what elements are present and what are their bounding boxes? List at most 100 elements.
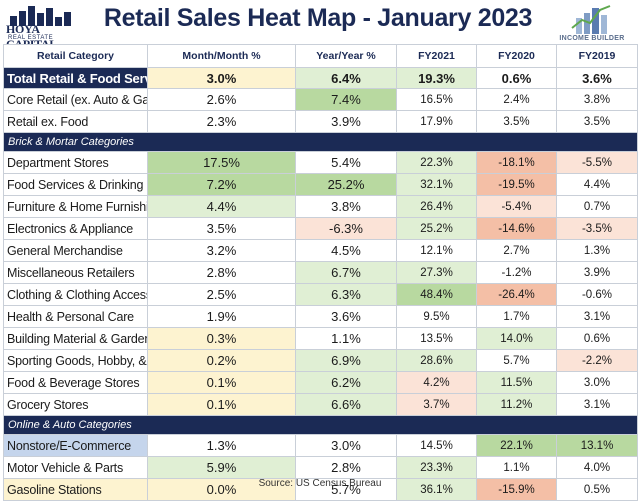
category-cell: Gasoline Stations	[3, 478, 148, 501]
fy2020-cell: 1.1%	[476, 456, 557, 479]
yoy-cell: 25.2%	[295, 173, 397, 196]
heat-map-table: Retail Category Month/Month % Year/Year …	[3, 44, 638, 501]
section-row: Online & Auto Categories	[3, 415, 638, 435]
fy2020-cell: -1.2%	[476, 261, 557, 284]
fy2019-cell: 1.3%	[556, 239, 638, 262]
mom-cell: 0.0%	[147, 478, 296, 501]
fy2019-cell: 13.1%	[556, 434, 638, 457]
category-cell: Nonstore/E-Commerce	[3, 434, 148, 457]
table-row: General Merchandise 3.2% 4.5% 12.1% 2.7% 1.3%	[3, 239, 638, 262]
fy2020-cell: 2.7%	[476, 239, 557, 262]
mom-cell: 7.2%	[147, 173, 296, 196]
category-cell: Department Stores	[3, 151, 148, 174]
yoy-cell: 6.3%	[295, 283, 397, 306]
column-header: Retail Category	[3, 44, 148, 68]
fy2019-cell: 3.8%	[556, 88, 638, 111]
table-row: Sporting Goods, Hobby, & Book0.2%6.9%28.…	[3, 349, 638, 372]
table-row: Health & Personal Care 1.9% 3.6% 9.5% 1.7% 3.…	[3, 305, 638, 328]
total-row: Total Retail & Food Services3.0%6.4%19.3…	[3, 67, 638, 89]
category-cell: Core Retail (ex. Auto & Gas)	[3, 88, 148, 111]
mom-cell: 5.9%	[147, 456, 296, 479]
hoya-capital-logo: HOYA CAPITAL REAL ESTATE	[6, 4, 82, 51]
mom-cell: 3.0%	[147, 67, 296, 89]
table-row: Clothing & Clothing Accessories2.5%6.3%4…	[3, 283, 638, 306]
fy2020-cell: 2.4%	[476, 88, 557, 111]
mom-cell: 17.5%	[147, 151, 296, 174]
fy2021-cell: 3.7%	[396, 393, 477, 416]
table-row: Motor Vehicle & Parts 5.9% 2.8% 23.3% 1.1% 4.…	[3, 456, 638, 479]
column-header: FY2021	[396, 44, 477, 68]
yoy-cell: -6.3%	[295, 217, 397, 240]
yoy-cell: 5.4%	[295, 151, 397, 174]
column-header: FY2020	[476, 44, 557, 68]
table-row: Miscellaneous Retailers 2.8% 6.7% 27.3% -1.2…	[3, 261, 638, 284]
mom-cell: 4.4%	[147, 195, 296, 218]
fy2019-cell: 3.1%	[556, 393, 638, 416]
category-cell: Building Material & Garden	[3, 327, 148, 350]
fy2021-cell: 32.1%	[396, 173, 477, 196]
fy2019-cell: 3.5%	[556, 110, 638, 133]
fy2021-cell: 9.5%	[396, 305, 477, 328]
fy2020-cell: 0.6%	[476, 67, 557, 89]
yoy-cell: 7.4%	[295, 88, 397, 111]
yoy-cell: 3.0%	[295, 434, 397, 457]
fy2021-cell: 4.2%	[396, 371, 477, 394]
table-body: Total Retail & Food Services3.0%6.4%19.3…	[3, 67, 638, 501]
category-cell: Motor Vehicle & Parts	[3, 456, 148, 479]
yoy-cell: 6.6%	[295, 393, 397, 416]
fy2021-cell: 48.4%	[396, 283, 477, 306]
fy2021-cell: 13.5%	[396, 327, 477, 350]
header-row: Retail Category Month/Month % Year/Year …	[3, 44, 638, 68]
yoy-cell: 4.5%	[295, 239, 397, 262]
category-cell: Total Retail & Food Services	[3, 67, 148, 89]
fy2020-cell: 14.0%	[476, 327, 557, 350]
table-row: Building Material & Garden 0.3% 1.1% 13.5% 1…	[3, 327, 638, 350]
header: HOYA CAPITAL REAL ESTATE Retail Sales He…	[0, 0, 640, 51]
fy2019-cell: 3.0%	[556, 371, 638, 394]
fy2020-cell: 11.5%	[476, 371, 557, 394]
fy2021-cell: 28.6%	[396, 349, 477, 372]
fy2020-cell: 22.1%	[476, 434, 557, 457]
fy2019-cell: 4.0%	[556, 456, 638, 479]
fy2021-cell: 22.3%	[396, 151, 477, 174]
fy2021-cell: 12.1%	[396, 239, 477, 262]
column-header: Year/Year %	[295, 44, 397, 68]
mom-cell: 2.6%	[147, 88, 296, 111]
category-cell: Food & Beverage Stores	[3, 371, 148, 394]
section-label: Brick & Mortar Categories	[3, 132, 638, 152]
fy2019-cell: 3.6%	[556, 67, 638, 89]
category-cell: Electronics & Appliance	[3, 217, 148, 240]
mom-cell: 2.5%	[147, 283, 296, 306]
fy2021-cell: 14.5%	[396, 434, 477, 457]
fy2021-cell: 27.3%	[396, 261, 477, 284]
mom-cell: 1.9%	[147, 305, 296, 328]
category-cell: Health & Personal Care	[3, 305, 148, 328]
table-row: Food Services & Drinking Places7.2%25.2%…	[3, 173, 638, 196]
fy2020-cell: 5.7%	[476, 349, 557, 372]
fy2021-cell: 16.5%	[396, 88, 477, 111]
fy2020-cell: -26.4%	[476, 283, 557, 306]
yoy-cell: 6.2%	[295, 371, 397, 394]
table-row: Core Retail (ex. Auto & Gas) 2.6% 7.4% 16.5…	[3, 88, 638, 111]
mom-cell: 0.2%	[147, 349, 296, 372]
buildings-chart-icon	[571, 5, 611, 34]
building-skyline-icon	[10, 4, 80, 26]
yoy-cell: 3.8%	[295, 195, 397, 218]
category-cell: Food Services & Drinking Places	[3, 173, 148, 196]
logo-right-text: INCOME BUILDER	[559, 35, 625, 42]
fy2019-cell: 3.9%	[556, 261, 638, 284]
category-cell: Miscellaneous Retailers	[3, 261, 148, 284]
table-row: Grocery Stores 0.1% 6.6% 3.7% 11.2% 3.1%	[3, 393, 638, 416]
category-cell: Clothing & Clothing Accessories	[3, 283, 148, 306]
fy2019-cell: -0.6%	[556, 283, 638, 306]
fy2021-cell: 19.3%	[396, 67, 477, 89]
fy2020-cell: -18.1%	[476, 151, 557, 174]
table-row: Retail ex. Food 2.3% 3.9% 17.9% 3.5% 3.5%	[3, 110, 638, 133]
fy2020-cell: -14.6%	[476, 217, 557, 240]
table-row: Nonstore/E-Commerce 1.3% 3.0% 14.5% 22.1% 13.…	[3, 434, 638, 457]
table-row: Department Stores 17.5% 5.4% 22.3% -18.1% -5.…	[3, 151, 638, 174]
mom-cell: 0.1%	[147, 393, 296, 416]
mom-cell: 0.1%	[147, 371, 296, 394]
page-title: Retail Sales Heat Map - January 2023	[103, 4, 533, 32]
yoy-cell: 6.4%	[295, 67, 397, 89]
